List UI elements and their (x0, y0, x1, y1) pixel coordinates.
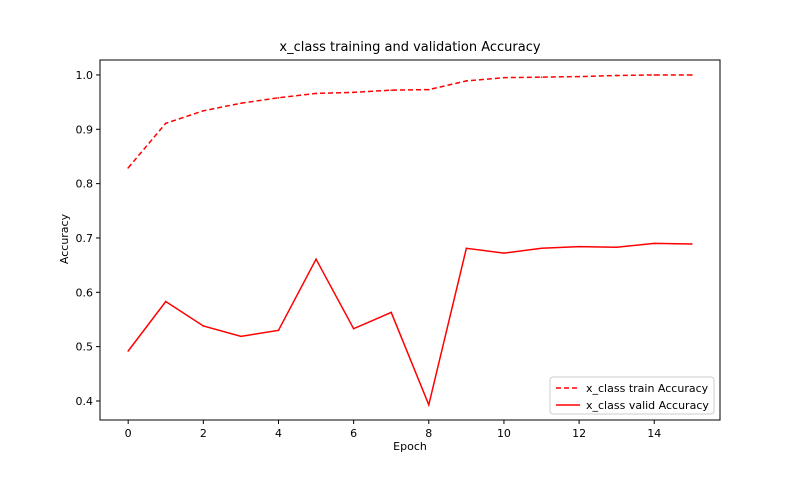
x-tick-label: 6 (350, 427, 357, 440)
legend: x_class train Accuracy x_class valid Accu… (549, 376, 715, 415)
data-point (465, 80, 468, 82)
x-tick-label: 2 (200, 427, 207, 440)
data-point (277, 96, 280, 99)
series-layer (127, 74, 693, 408)
data-point (578, 75, 580, 78)
data-point (540, 76, 543, 78)
data-point (615, 246, 618, 248)
x-tick-label: 12 (572, 427, 586, 440)
y-axis-ticks: 0.4 0.5 0.6 0.7 0.8 0.9 1.0 (76, 69, 100, 408)
y-tick-label: 1.0 (76, 69, 94, 82)
series-line-train (127, 74, 692, 169)
y-tick-label: 0.8 (76, 178, 94, 191)
legend-entry: x_class valid Accuracy (586, 399, 709, 412)
legend-box (549, 376, 715, 415)
data-point (503, 252, 505, 254)
data-point (164, 122, 167, 125)
data-point (503, 76, 505, 79)
data-point (653, 242, 656, 245)
data-point (315, 92, 317, 95)
y-tick-label: 0.6 (76, 286, 94, 299)
x-tick-label: 8 (425, 427, 432, 440)
data-point (240, 102, 242, 104)
data-point (127, 350, 129, 352)
data-point (653, 74, 656, 76)
y-tick-label: 0.5 (76, 341, 94, 354)
data-point (352, 91, 355, 94)
legend-entry: x_class train Accuracy (586, 382, 709, 395)
data-point (202, 110, 205, 112)
data-point (427, 88, 430, 91)
data-point (615, 74, 618, 77)
data-point (202, 325, 205, 327)
series-line-valid (127, 242, 692, 408)
x-tick-label: 0 (125, 427, 132, 440)
data-point (240, 335, 242, 338)
data-point (691, 74, 693, 76)
data-point (427, 403, 430, 406)
data-point (277, 329, 280, 332)
data-point (164, 300, 167, 303)
x-tick-label: 14 (647, 427, 661, 440)
y-axis-label: Accuracy (58, 213, 71, 264)
data-point (390, 311, 393, 314)
y-tick-label: 0.9 (76, 123, 94, 136)
y-tick-label: 0.7 (76, 232, 94, 245)
data-point (465, 247, 468, 250)
data-point (315, 258, 317, 260)
data-point (540, 247, 543, 250)
data-point (578, 245, 580, 248)
data-point (352, 327, 355, 330)
data-point (691, 243, 693, 245)
data-point (127, 167, 129, 169)
y-tick-label: 0.4 (76, 395, 94, 408)
x-tick-label: 4 (275, 427, 282, 440)
x-axis-ticks: 0 2 4 6 8 10 12 14 (125, 420, 661, 440)
data-point (390, 89, 393, 91)
x-tick-label: 10 (497, 427, 511, 440)
chart-title: x_class training and validation Accuracy (279, 40, 540, 55)
x-axis-label: Epoch (393, 440, 427, 453)
axes-frame (99, 59, 721, 421)
